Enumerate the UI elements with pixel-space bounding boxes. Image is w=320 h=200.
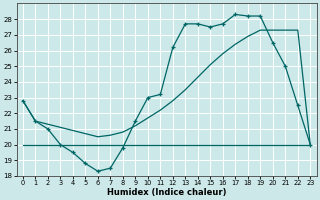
X-axis label: Humidex (Indice chaleur): Humidex (Indice chaleur) — [107, 188, 226, 197]
